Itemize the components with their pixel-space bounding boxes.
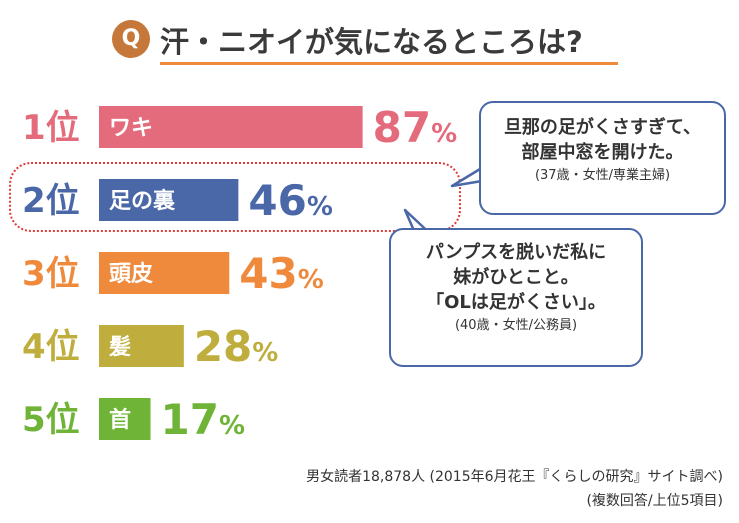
title-underline: [160, 62, 618, 65]
bar: [99, 325, 184, 367]
category-label: ワキ: [109, 116, 153, 141]
bubble1-line2: 部屋中窓を開けた。: [521, 142, 684, 163]
bar: [99, 252, 230, 294]
category-label: 頭皮: [109, 261, 153, 287]
question-badge: Q: [112, 20, 150, 58]
rank-label: 4位: [22, 327, 80, 367]
comment-bubble-2: パンプスを脱いだ私に 妹がひとこと。 「OLは足がくさい」。 (40歳・女性/公…: [389, 228, 643, 367]
bubble2-line2: 妹がひとこと。: [453, 267, 579, 288]
title-text: 汗・ニオイが気になるところは?: [160, 25, 583, 59]
bubble1-source: (37歳・女性/専業主婦): [534, 168, 671, 183]
bar: [99, 179, 239, 221]
footer-note: (複数回答/上位5項目): [586, 493, 723, 509]
rank-label: 1位: [22, 108, 80, 148]
value-label: 17%: [161, 395, 246, 444]
rank-label: 2位: [22, 181, 80, 221]
chart-title: Q 汗・ニオイが気になるところは?: [112, 16, 632, 65]
category-label: 髪: [108, 335, 131, 360]
value-label: 87%: [373, 103, 458, 152]
comment-bubble-1: 旦那の足がくさすぎて、 部屋中窓を開けた。 (37歳・女性/専業主婦): [479, 101, 726, 215]
category-label: 首: [109, 407, 131, 433]
footer-source: 男女読者18,878人 (2015年6月花王『くらしの研究』サイト調べ): [306, 469, 723, 485]
value-label: 28%: [194, 322, 279, 371]
category-label: 足の裏: [109, 188, 176, 214]
bar: [99, 398, 151, 440]
value-label: 46%: [248, 176, 333, 225]
highlight-dotted-frame: [9, 162, 461, 232]
bubble1-line1: 旦那の足がくさすぎて、: [503, 117, 702, 138]
rank-label: 5位: [22, 400, 80, 440]
bubble2-source: (40歳・女性/公務員): [454, 318, 578, 333]
bar: [99, 106, 363, 148]
value-label: 43%: [239, 249, 324, 298]
bubble2-line1: パンプスを脱いだ私に: [425, 242, 607, 263]
bubble2-line3: 「OLは足がくさい」。: [426, 292, 606, 313]
rank-label: 3位: [22, 254, 80, 294]
